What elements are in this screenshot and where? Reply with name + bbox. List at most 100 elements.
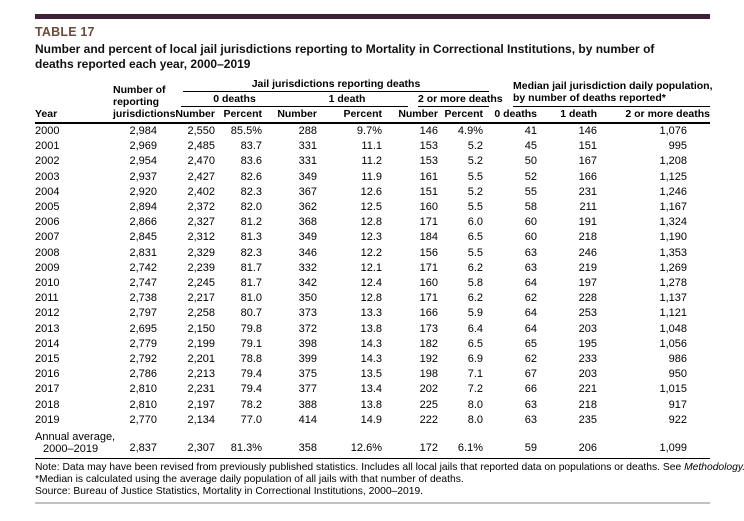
subgroup-header-1-death: 1 death <box>262 92 408 107</box>
cell-median-2plus: 986 <box>668 353 688 366</box>
cell-1death-number: 414 <box>298 413 317 426</box>
table-row: 2014 2,779 2,199 79.1 398 14.3 182 6.5 6… <box>35 337 710 352</box>
cell-2plus-number: 160 <box>419 277 438 290</box>
cell-1death-percent: 13.8 <box>360 322 382 335</box>
cell-median-2plus: 1,056 <box>659 337 688 350</box>
source-line: Source: Bureau of Justice Statistics, Mo… <box>35 485 424 497</box>
cell-median-2plus: 1,269 <box>659 261 688 274</box>
cell-median-1death: 211 <box>579 201 597 214</box>
cell-median-0deaths: 63 <box>524 246 537 259</box>
cell-0deaths-percent: 81.7 <box>240 261 262 274</box>
cell-median-0deaths: 45 <box>524 140 537 153</box>
cell-median-1death: 253 <box>578 307 597 320</box>
cell-2plus-percent: 6.2 <box>467 292 483 305</box>
cell-reporting-jurisdictions: 2,969 <box>129 140 157 153</box>
table-row: 2018 2,810 2,197 78.2 388 13.8 225 8.0 6… <box>35 398 710 413</box>
cell-2plus-number: 151 <box>419 185 438 198</box>
cell-median-2plus: 1,208 <box>659 155 688 168</box>
cell-year: 2015 <box>35 353 60 366</box>
cell-median-2plus: 1,099 <box>597 428 711 460</box>
cell-year: 2012 <box>35 307 60 320</box>
cell-median-1death: 167 <box>578 155 597 168</box>
group-header-median-population: Median jail jurisdiction daily populatio… <box>483 77 713 107</box>
cell-1death-percent: 12.5 <box>360 201 382 214</box>
cell-2plus-number: 166 <box>419 307 438 320</box>
cell-0deaths-number: 2,245 <box>187 277 215 290</box>
cell-year: 2014 <box>35 337 60 350</box>
cell-1death-percent: 14.3 <box>360 337 382 350</box>
cell-0deaths-number: 2,199 <box>187 337 215 350</box>
cell-median-2plus: 1,048 <box>659 322 688 335</box>
cell-2plus-percent: 5.5 <box>467 246 483 259</box>
cell-2plus-percent: 6.2 <box>467 261 483 274</box>
note-methodology-reference: Methodology. <box>684 462 744 474</box>
cell-median-2plus: 922 <box>668 413 688 426</box>
cell-2plus-number: 156 <box>419 246 438 259</box>
cell-0deaths-percent: 81.0 <box>240 292 262 305</box>
cell-median-1death: 231 <box>578 185 597 198</box>
cell-1death-percent: 11.9 <box>361 170 382 183</box>
col-header-0deaths-number: Number <box>157 107 215 124</box>
cell-reporting-jurisdictions: 2,792 <box>129 353 157 366</box>
cell-0deaths-percent: 81.3 <box>240 231 262 244</box>
cell-median-1death: 146 <box>578 125 597 137</box>
cell-0deaths-percent: 81.3% <box>215 428 262 460</box>
cell-median-1death: 218 <box>578 231 597 244</box>
cell-median-1death: 221 <box>578 383 597 396</box>
cell-2plus-number: 184 <box>419 231 438 244</box>
cell-1death-percent: 12.8 <box>360 292 382 305</box>
annual-average-row: Annual average, 2000–2019 2,837 2,307 81… <box>35 428 711 460</box>
table-header: Year Number of reporting jurisdictions J… <box>35 77 713 124</box>
cell-median-0deaths: 58 <box>524 201 537 214</box>
cell-median-1death: 203 <box>578 322 597 335</box>
cell-0deaths-number: 2,197 <box>187 398 215 411</box>
cell-1death-number: 373 <box>298 307 317 320</box>
col-header-year: Year <box>35 77 95 124</box>
cell-0deaths-percent: 85.5% <box>230 125 262 137</box>
table-title: Number and percent of local jail jurisdi… <box>35 42 655 71</box>
cell-reporting-jurisdictions: 2,810 <box>129 383 157 396</box>
cell-0deaths-number: 2,485 <box>187 140 215 153</box>
cell-median-2plus: 1,190 <box>659 231 688 244</box>
table-row: 2011 2,738 2,217 81.0 350 12.8 171 6.2 6… <box>35 291 710 306</box>
table-row: 2005 2,894 2,372 82.0 362 12.5 160 5.5 5… <box>35 200 710 215</box>
cell-2plus-percent: 6.9 <box>467 353 483 366</box>
table-row: 2010 2,747 2,245 81.7 342 12.4 160 5.8 6… <box>35 276 710 291</box>
col-header-median-2plus: 2 or more deaths <box>597 107 711 124</box>
cell-median-2plus: 950 <box>668 368 688 381</box>
table-row: 2002 2,954 2,470 83.6 331 11.2 153 5.2 5… <box>35 154 710 169</box>
cell-2plus-percent: 5.5 <box>467 201 483 214</box>
cell-year: 2017 <box>35 383 60 396</box>
cell-0deaths-number: 2,201 <box>187 353 215 366</box>
note-line: Note: Data may have been revised from pr… <box>35 462 744 474</box>
average-label-line2: 2000–2019 <box>43 443 99 456</box>
cell-median-0deaths: 62 <box>524 353 537 366</box>
cell-median-0deaths: 64 <box>524 277 537 290</box>
cell-0deaths-percent: 78.2 <box>240 398 262 411</box>
cell-reporting-jurisdictions: 2,797 <box>129 307 157 320</box>
table-row: 2007 2,845 2,312 81.3 349 12.3 184 6.5 6… <box>35 230 710 245</box>
cell-2plus-percent: 5.5 <box>467 170 483 183</box>
cell-2plus-percent: 5.8 <box>467 277 483 290</box>
cell-median-1death: 206 <box>537 428 597 460</box>
table-row: 2013 2,695 2,150 79.8 372 13.8 173 6.4 6… <box>35 322 710 337</box>
cell-1death-percent: 13.8 <box>360 398 382 411</box>
table-row: 2006 2,866 2,327 81.2 368 12.8 171 6.0 6… <box>35 215 710 230</box>
cell-reporting-jurisdictions: 2,742 <box>129 261 157 274</box>
cell-0deaths-number: 2,327 <box>187 216 215 229</box>
cell-0deaths-percent: 77.0 <box>240 413 262 426</box>
cell-0deaths-percent: 82.3 <box>240 246 262 259</box>
cell-median-0deaths: 62 <box>524 292 537 305</box>
cell-2plus-number: 202 <box>419 383 438 396</box>
cell-2plus-percent: 6.1% <box>438 428 483 460</box>
cell-1death-percent: 9.7% <box>356 125 382 137</box>
table-row: 2001 2,969 2,485 83.7 331 11.1 153 5.2 4… <box>35 139 710 154</box>
cell-median-0deaths: 65 <box>524 337 537 350</box>
cell-2plus-number: 173 <box>419 322 438 335</box>
cell-0deaths-percent: 79.8 <box>240 322 262 335</box>
cell-1death-number: 372 <box>298 322 317 335</box>
cell-median-1death: 228 <box>578 292 597 305</box>
cell-reporting-jurisdictions: 2,695 <box>129 322 157 335</box>
cell-1death-percent: 12.1 <box>360 261 382 274</box>
cell-1death-number: 332 <box>298 261 317 274</box>
